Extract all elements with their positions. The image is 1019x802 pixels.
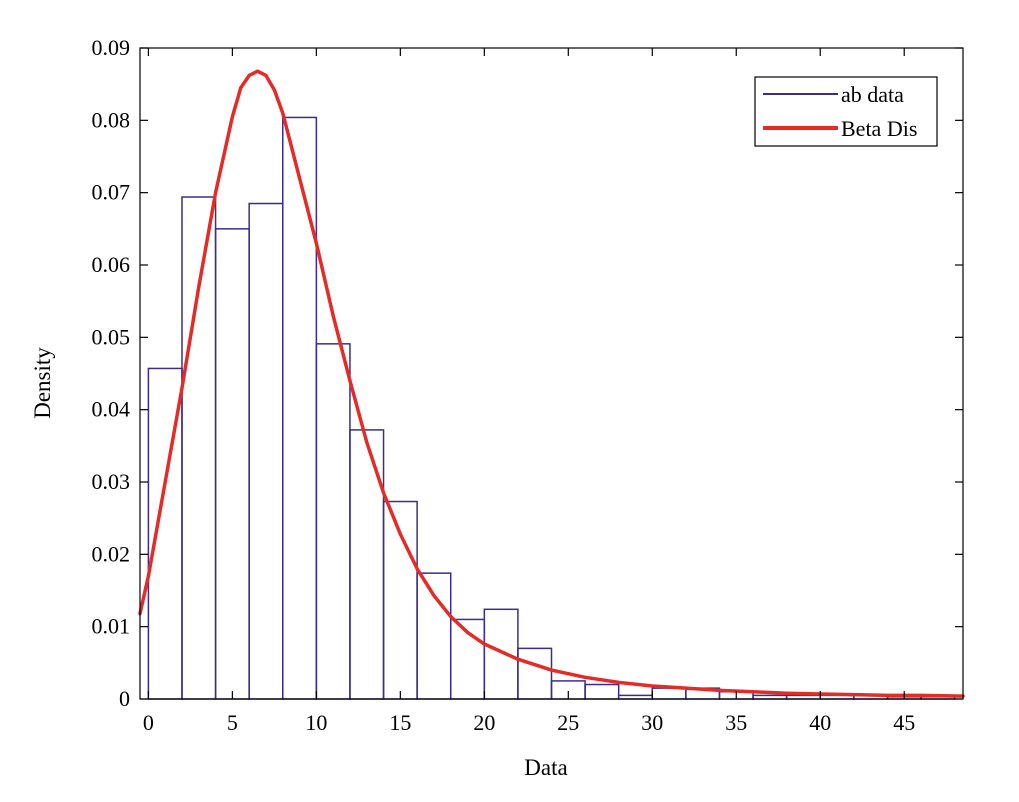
x-tick-label: 5 <box>227 710 238 735</box>
plot-background <box>140 48 963 699</box>
y-tick-label: 0 <box>119 686 130 711</box>
y-axis-label: Density <box>30 347 55 419</box>
x-tick-label: 10 <box>305 710 327 735</box>
legend-label-ab-data: ab data <box>841 82 904 107</box>
y-tick-label: 0.06 <box>92 252 131 277</box>
y-tick-label: 0.09 <box>92 35 131 60</box>
beta-dis-curve <box>138 69 965 698</box>
x-tick-label: 0 <box>143 710 154 735</box>
y-tick-label: 0.03 <box>92 469 131 494</box>
y-axis-ticks: 0 0.01 0.02 0.03 0.04 0.05 0.06 0.07 0.08 0.09 <box>92 35 963 711</box>
x-tick-label: 40 <box>809 710 831 735</box>
x-tick-label: 35 <box>725 710 747 735</box>
y-tick-label: 0.05 <box>92 324 131 349</box>
legend: ab data Beta Dis <box>754 76 938 147</box>
y-tick-label: 0.01 <box>92 614 131 639</box>
legend-label-beta-dis: Beta Dis <box>841 116 917 141</box>
x-tick-label: 25 <box>557 710 579 735</box>
x-axis-ticks: 0 5 10 15 20 25 30 35 40 45 <box>143 48 915 735</box>
y-tick-label: 0.02 <box>92 541 131 566</box>
x-tick-label: 30 <box>641 710 663 735</box>
x-axis-label: Data <box>524 755 567 780</box>
y-tick-label: 0.08 <box>92 107 131 132</box>
y-tick-label: 0.07 <box>92 180 131 205</box>
x-tick-label: 20 <box>473 710 495 735</box>
plot-frame <box>139 47 964 700</box>
y-tick-label: 0.04 <box>92 397 131 422</box>
legend-box <box>754 76 938 147</box>
x-tick-label: 45 <box>893 710 915 735</box>
x-tick-label: 15 <box>389 710 411 735</box>
